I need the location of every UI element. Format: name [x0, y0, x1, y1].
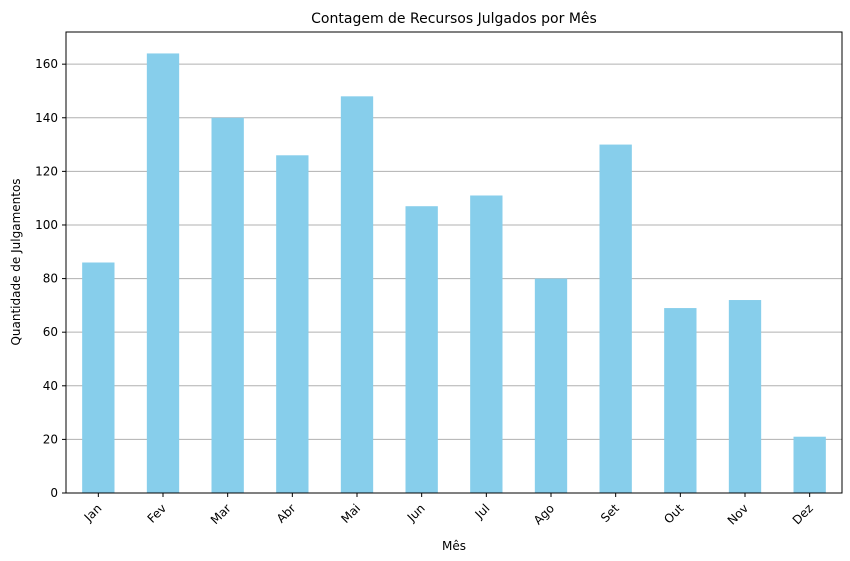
- bar-dez: [793, 436, 826, 493]
- x-tick-label: Jul: [472, 501, 493, 522]
- y-axis-label: Quantidade de Julgamentos: [9, 178, 23, 345]
- bar-nov: [728, 300, 762, 493]
- bar-abr: [276, 155, 309, 493]
- gridlines: [66, 63, 842, 440]
- x-tick-label: Out: [661, 501, 686, 526]
- bar-jul: [470, 195, 503, 493]
- y-tick-label: 80: [43, 272, 58, 286]
- x-axis-ticks: Jan Fev Mar Abr Mai Jun Jul Ago Set Out Nov Dez: [81, 493, 816, 528]
- bar-fev: [146, 53, 180, 493]
- y-tick-label: 140: [35, 111, 58, 125]
- x-tick-label: Mai: [338, 501, 363, 526]
- bar-mai: [340, 96, 374, 493]
- x-tick-label: Ago: [531, 501, 557, 527]
- bar-jun: [405, 206, 438, 493]
- bar-ago: [534, 278, 568, 493]
- bars: [82, 53, 826, 493]
- y-tick-label: 60: [43, 325, 58, 339]
- x-tick-label: Fev: [145, 501, 170, 526]
- bar-out: [664, 308, 697, 493]
- x-tick-label: Dez: [790, 501, 816, 527]
- y-tick-label: 40: [43, 379, 58, 393]
- bar-jan: [82, 262, 115, 493]
- y-tick-label: 160: [35, 57, 58, 71]
- x-tick-label: Jun: [404, 501, 428, 525]
- x-tick-label: Set: [598, 501, 622, 525]
- x-tick-label: Nov: [725, 501, 751, 527]
- y-axis-ticks: 0 20 40 60 80 100 120 140 160: [35, 57, 66, 500]
- x-tick-label: Jan: [81, 501, 105, 525]
- y-tick-label: 20: [43, 432, 58, 446]
- bar-set: [599, 144, 632, 493]
- plot-frame: [65, 31, 843, 494]
- y-tick-label: 100: [35, 218, 58, 232]
- chart-title: Contagem de Recursos Julgados por Mês: [311, 11, 597, 27]
- x-tick-label: Abr: [274, 501, 299, 526]
- x-tick-label: Mar: [208, 501, 234, 527]
- bar-mar: [211, 117, 244, 493]
- y-tick-label: 0: [50, 486, 58, 500]
- y-tick-label: 120: [35, 164, 58, 178]
- x-axis-label: Mês: [442, 539, 466, 553]
